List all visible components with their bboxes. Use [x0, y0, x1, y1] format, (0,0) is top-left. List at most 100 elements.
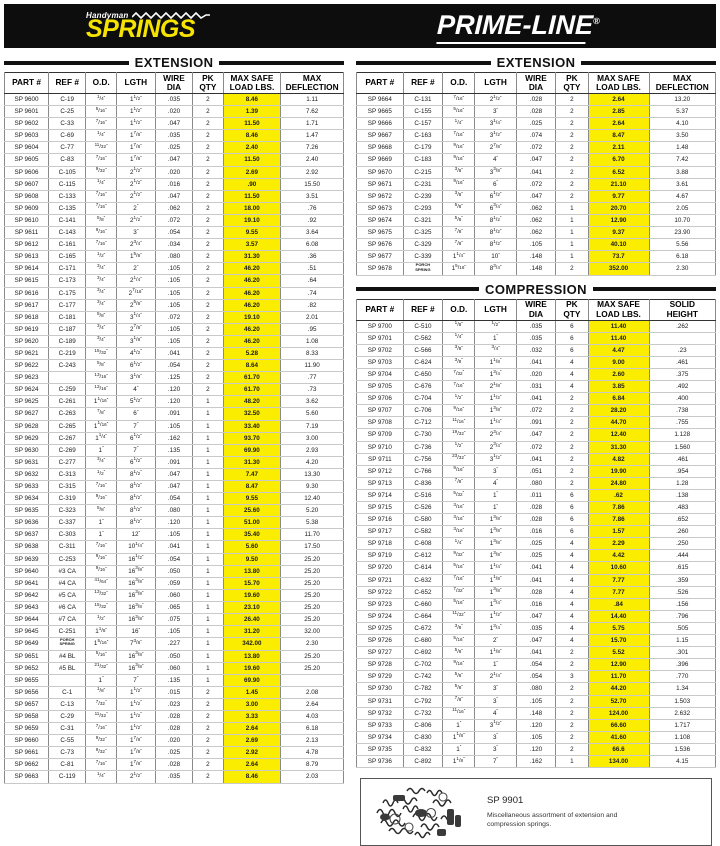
cell-pk-qty: 2 [555, 177, 589, 191]
table-row: SP 9670 C-215 3/8" 33/8" .041 2 6.52 3.88 [356, 165, 717, 179]
cell-od: 7/16" [442, 380, 476, 394]
cell-lgth: 11/2" [474, 392, 517, 406]
cell-part: SP 9649 [3, 637, 50, 651]
cell-wire-dia: .016 [515, 597, 557, 611]
cell-pk-qty: 1 [192, 661, 224, 675]
cell-deflection: .23 [648, 343, 717, 357]
cell-ref: C-516 [402, 488, 444, 503]
cell-wire-dia: .020 [154, 105, 194, 119]
cell-ref: C-141 [48, 213, 87, 228]
cell-od: 7/8" [442, 238, 476, 252]
compression-table: PART # REF # O.D. LGTH WIRE DIA PK QTY MAX… [356, 298, 717, 769]
cell-od: 7/8" [442, 226, 476, 240]
cell-ref: C-832 [402, 742, 444, 756]
table-row: SP 9642 #5 CA 13/32" 163/8" .060 1 19.60 25.20 [3, 588, 344, 602]
cell-od: 11/32" [85, 709, 117, 724]
table-row: SP 9677 C-339 11/4" 10" .148 1 73.7 6.18 [356, 250, 717, 264]
cell-ref: C-267 [48, 431, 87, 445]
cell-deflection: .36 [280, 250, 344, 264]
col-lgth: LGTH [474, 72, 517, 94]
cell-lgth: 83/4" [474, 262, 517, 276]
table-row: SP 9706 C-704 1/2" 11/2" .041 2 6.84.400 [356, 392, 717, 406]
table-row: SP 9636 C-337 1" 81/2" .120 1 51.00 5.38 [3, 516, 344, 530]
cell-lgth: 25/8" [115, 298, 156, 312]
section-bar-extension-left: EXTENSION [4, 55, 345, 70]
table-row: SP 9609 C-135 7/16" 2" .062 2 18.00.76 [3, 201, 344, 215]
table-row: SP 9621 C-219 15/32" 41/2" .041 2 5.28 8.33 [3, 346, 344, 361]
cell-pk-qty: 2 [555, 718, 589, 732]
cell-deflection: .138 [648, 488, 717, 503]
cell-deflection: 25.20 [280, 661, 344, 675]
cell-wire-dia: .075 [154, 613, 194, 627]
cell-max-safe-load: 8.46 [222, 129, 282, 143]
table-row: SP 9702 C-566 3/8" 3/4" .032 6 4.47.23 [356, 343, 717, 357]
cell-deflection: .301 [648, 646, 717, 660]
cell-deflection: 1.717 [648, 718, 717, 732]
cell-od: 3/8" [442, 165, 476, 179]
cell-ref: C-239 [402, 189, 444, 203]
cell-max-safe-load: 66.6 [587, 742, 650, 756]
cell-lgth: 21/2" [474, 92, 517, 107]
cell-wire-dia: .025 [515, 117, 557, 131]
cell-deflection: 1.536 [648, 742, 717, 756]
cell-lgth: 17/8" [115, 746, 156, 760]
cell-part: SP 9701 [356, 331, 404, 345]
cell-od: 1" [85, 443, 117, 457]
cell-wire-dia: .148 [515, 706, 557, 720]
cell-wire-dia: .105 [154, 274, 194, 288]
cell-part: SP 9605 [3, 153, 50, 167]
cell-part: SP 9600 [3, 92, 50, 107]
masthead-brand-panel: Handyman SPRINGS [4, 4, 320, 48]
cell-wire-dia: .035 [154, 770, 194, 784]
cell-deflection: 6.18 [648, 250, 717, 264]
table-row: SP 9719 C-612 9/32" 13/8" .025 4 4.42.444 [356, 549, 717, 563]
cell-max-safe-load: 11.40 [587, 319, 650, 333]
cell-od: 7/8" [85, 407, 117, 421]
cell-max-safe-load: 24.80 [587, 476, 650, 490]
cell-max-safe-load: 2.29 [587, 537, 650, 551]
cell-lgth: 11/2" [474, 609, 517, 623]
cell-lgth: 21/2" [115, 177, 156, 191]
springs-pile-illustration [376, 787, 461, 839]
cell-max-safe-load: 19.60 [222, 588, 282, 602]
table-row: SP 9674 C-321 5/8" 81/2" .062 1 12.90 10.70 [356, 213, 717, 228]
cell-od: 1/4" [85, 770, 117, 784]
cell-pk-qty: 1 [192, 564, 224, 578]
rule-left-1 [4, 60, 129, 65]
cell-part: SP 9628 [3, 419, 50, 433]
cell-ref: C-253 [48, 552, 87, 566]
registered-mark: ® [592, 15, 600, 26]
cell-pk-qty: 1 [192, 395, 224, 409]
cell-part: SP 9661 [3, 746, 50, 760]
cell-od: 3/16" [442, 501, 476, 515]
cell-lgth: 3" [474, 105, 517, 119]
cell-pk-qty: 1 [192, 504, 224, 518]
cell-ref: C-337 [48, 516, 87, 530]
cell-max-safe-load: 15.70 [222, 576, 282, 590]
cell-part: SP 9606 [3, 165, 50, 179]
cell-pk-qty: 2 [555, 153, 589, 167]
cell-part: SP 9607 [3, 177, 50, 191]
cell-pk-qty: 6 [555, 513, 589, 527]
cell-pk-qty: 2 [192, 177, 224, 191]
cell-od: 1/2" [85, 250, 117, 264]
cell-lgth: 61/2" [115, 455, 156, 469]
cell-part: SP 9634 [3, 492, 50, 506]
cell-pk-qty: 2 [555, 404, 589, 418]
table-row: SP 9629 C-267 11/4" 61/2" .162 1 93.70 3.00 [3, 431, 344, 445]
cell-part: SP 9623 [3, 371, 50, 385]
cell-deflection: 23.90 [648, 226, 717, 240]
cell-lgth: 3" [474, 730, 517, 744]
cell-ref: C-243 [48, 359, 87, 373]
cell-deflection: 1.108 [648, 730, 717, 744]
cell-ref: C-742 [402, 670, 444, 684]
table-row: SP 9723 C-660 5/16" 13/4" .016 4.84.156 [356, 597, 717, 611]
cell-part: SP 9610 [3, 213, 50, 228]
table-row: SP 9615 C-173 3/4" 21/4" .105 2 46.20.64 [3, 274, 344, 288]
cell-od: 1/4" [85, 129, 117, 143]
cell-part: SP 9624 [3, 383, 50, 397]
cell-max-safe-load: 124.00 [587, 706, 650, 720]
cell-wire-dia: .072 [515, 177, 557, 191]
table-row: SP 9641 #4 CA 41/64" 163/8" .059 1 15.70 25.20 [3, 576, 344, 590]
cell-od: 1/8" [85, 685, 117, 699]
